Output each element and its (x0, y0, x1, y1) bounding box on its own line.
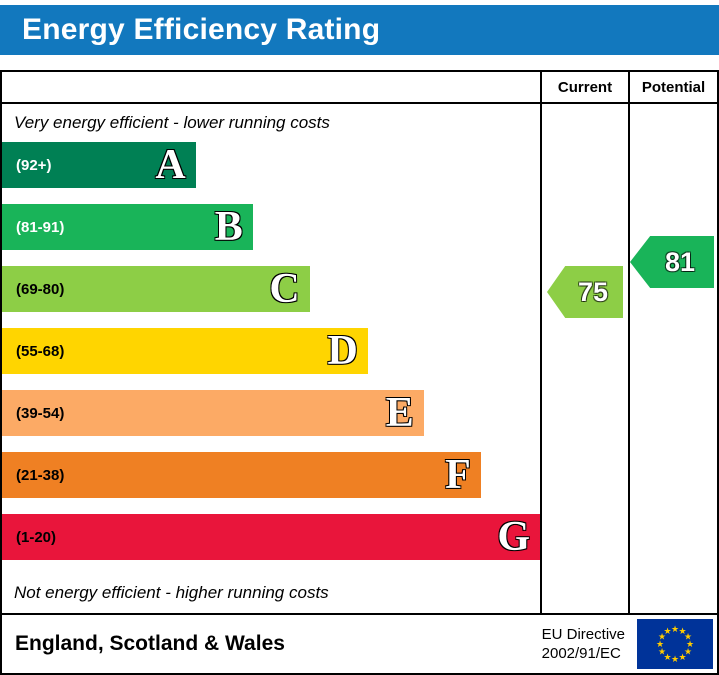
band-range-label: (21-38) (16, 466, 65, 484)
title-bar: Energy Efficiency Rating (0, 5, 719, 55)
footer: England, Scotland & Wales EU Directive 2… (2, 615, 717, 673)
band-row-d: (55-68) D (2, 328, 540, 374)
top-note: Very energy efficient - lower running co… (14, 113, 330, 132)
current-column-header: Current (540, 72, 628, 104)
band-letter: G (497, 514, 530, 560)
current-rating-arrow: 75 (547, 266, 623, 318)
current-rating-value: 75 (577, 276, 609, 307)
band-letter: D (327, 328, 358, 374)
svg-text:★: ★ (684, 632, 692, 642)
potential-column: 81 (628, 104, 717, 615)
svg-text:★: ★ (678, 626, 686, 636)
eu-flag-icon: ★ ★ ★ ★ ★ ★ ★ ★ ★ ★ ★ ★ (637, 619, 713, 669)
current-column: 75 (540, 104, 628, 615)
band-range-label: (81-91) (16, 218, 65, 236)
band-bar-b: (81-91) B (2, 204, 253, 250)
band-bar-e: (39-54) E (2, 390, 424, 436)
svg-text:★: ★ (656, 639, 664, 649)
svg-text:★: ★ (671, 624, 679, 634)
svg-text:★: ★ (658, 632, 666, 642)
band-row-a: (92+) A (2, 142, 540, 188)
potential-column-header: Potential (628, 72, 717, 104)
potential-rating-value: 81 (664, 246, 696, 277)
band-range-label: (55-68) (16, 342, 65, 360)
band-row-c: (69-80) C (2, 266, 540, 312)
band-letter: B (214, 204, 243, 250)
band-range-label: (1-20) (16, 528, 57, 546)
bands-area: Very energy efficient - lower running co… (2, 104, 540, 615)
band-bar-f: (21-38) F (2, 452, 481, 498)
band-row-b: (81-91) B (2, 204, 540, 250)
svg-text:★: ★ (684, 647, 692, 657)
band-range-label: (39-54) (16, 404, 65, 422)
band-row-f: (21-38) F (2, 452, 540, 498)
svg-text:★: ★ (686, 639, 694, 649)
header-spacer (2, 72, 540, 104)
bottom-note: Not energy efficient - higher running co… (14, 583, 329, 602)
band-letter: A (155, 142, 186, 188)
band-row-g: (1-20) G (2, 514, 540, 560)
eu-directive-line1: EU Directive (541, 625, 625, 643)
band-range-label: (69-80) (16, 280, 65, 298)
band-bar-g: (1-20) G (2, 514, 540, 560)
bands: (92+) A (81-91) B (69-80) C (55-68) D (39-54) E (2… (2, 142, 540, 576)
band-letter: C (269, 266, 300, 312)
band-letter: E (385, 390, 414, 436)
band-bar-c: (69-80) C (2, 266, 310, 312)
eu-directive-line2: 2002/91/EC (541, 645, 621, 662)
band-bar-a: (92+) A (2, 142, 196, 188)
potential-rating-arrow: 81 (630, 236, 714, 288)
region-label: England, Scotland & Wales (15, 632, 285, 655)
band-range-label: (92+) (16, 156, 52, 174)
band-letter: F (445, 452, 471, 498)
eu-flag-field (637, 619, 713, 669)
svg-text:★: ★ (671, 654, 679, 664)
band-bar-d: (55-68) D (2, 328, 368, 374)
rating-table: Current Potential Very energy efficient … (0, 70, 719, 675)
svg-text:★: ★ (658, 647, 666, 657)
eu-directive-label: EU Directive 2002/91/EC (542, 625, 625, 664)
svg-text:★: ★ (678, 652, 686, 662)
svg-text:★: ★ (663, 652, 671, 662)
band-row-e: (39-54) E (2, 390, 540, 436)
page-title: Energy Efficiency Rating (22, 13, 381, 46)
svg-text:★: ★ (663, 626, 671, 636)
